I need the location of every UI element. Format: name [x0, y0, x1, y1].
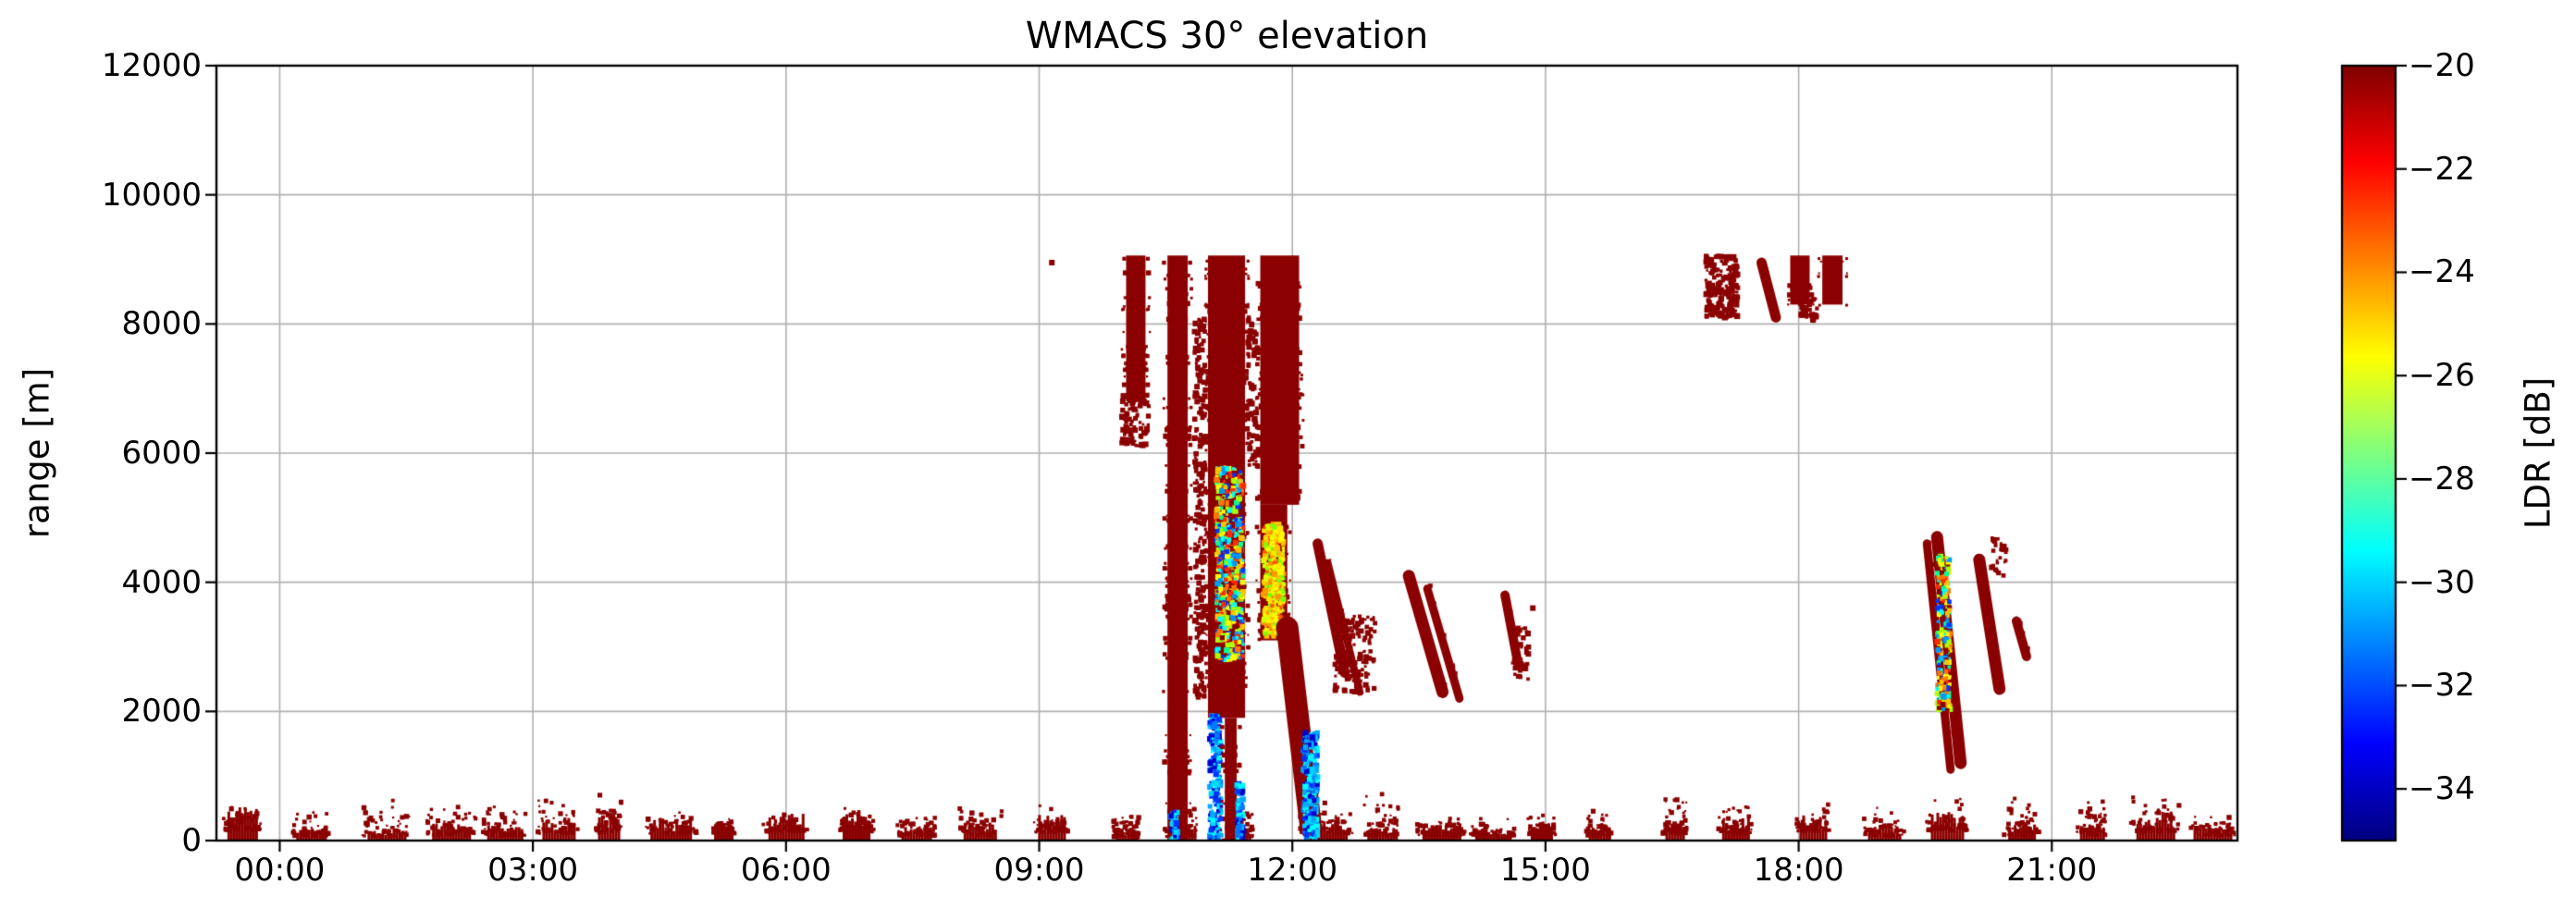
x-tick-label: 15:00	[1499, 852, 1591, 889]
y-tick-label: 4000	[121, 563, 202, 601]
y-tick-label: 10000	[101, 176, 202, 214]
colorbar-tick-label: −26	[2409, 357, 2475, 395]
colorbar-tick-label: −32	[2409, 667, 2475, 705]
x-tick-label: 06:00	[740, 852, 832, 889]
colorbar-tick-label: −30	[2409, 563, 2475, 601]
colorbar-tick-label: −22	[2409, 150, 2475, 188]
y-tick-label: 12000	[101, 47, 202, 84]
chart-title: WMACS 30° elevation	[1025, 15, 1429, 57]
y-tick-label: 2000	[121, 693, 202, 731]
y-tick-label: 6000	[121, 435, 202, 472]
x-tick-label: 18:00	[1753, 852, 1844, 889]
x-tick-label: 21:00	[2006, 852, 2098, 889]
y-tick-label: 0	[181, 822, 202, 859]
x-tick-label: 03:00	[487, 852, 579, 889]
colorbar-tick-label: −24	[2409, 253, 2475, 291]
colorbar-tick-label: −34	[2409, 770, 2475, 808]
colorbar-label: LDR [dB]	[2518, 376, 2558, 530]
x-tick-label: 12:00	[1247, 852, 1338, 889]
x-tick-label: 00:00	[234, 852, 326, 889]
colorbar-tick-label: −20	[2409, 47, 2475, 84]
x-tick-label: 09:00	[993, 852, 1085, 889]
y-tick-label: 8000	[121, 305, 202, 343]
colorbar-tick-label: −28	[2409, 460, 2475, 497]
